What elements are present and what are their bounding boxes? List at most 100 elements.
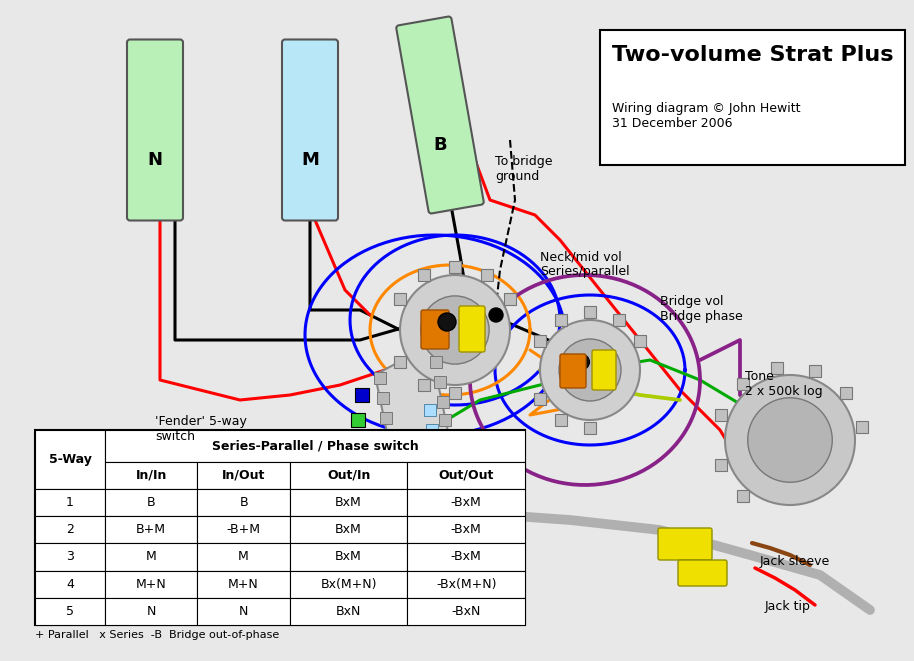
Bar [197,570,290,598]
Circle shape [748,398,833,483]
Bar [716,409,728,421]
Text: + Parallel   x Series  -B  Bridge out-of-phase: + Parallel x Series -B Bridge out-of-pha… [35,630,280,640]
Bar [408,598,525,625]
Bar [290,598,408,625]
Text: M: M [146,551,156,563]
Text: In/Out: In/Out [222,469,265,482]
Bar [290,543,408,570]
Text: M: M [239,551,249,563]
FancyBboxPatch shape [678,560,727,586]
Bar [355,388,369,402]
Text: BxM: BxM [335,496,362,509]
Bar [555,414,567,426]
Bar [197,543,290,570]
Bar [408,543,525,570]
Bar [634,335,646,347]
Bar [197,489,290,516]
Text: 5: 5 [66,605,74,618]
Bar [443,454,455,466]
Text: Bx(M+N): Bx(M+N) [320,578,377,591]
Bar [424,404,436,416]
Text: 1: 1 [66,496,74,509]
Text: Wiring diagram © John Hewitt
31 December 2006: Wiring diagram © John Hewitt 31 December… [612,102,801,130]
Text: N: N [239,605,249,618]
Text: M+N: M+N [136,578,166,591]
Text: 4: 4 [66,578,74,591]
Text: 2: 2 [66,524,74,536]
Bar [600,30,905,165]
Circle shape [575,354,590,369]
Bar [35,570,105,598]
Text: 3: 3 [66,551,74,563]
FancyBboxPatch shape [592,350,616,390]
Bar [395,293,407,305]
Text: M+N: M+N [228,578,259,591]
Bar [290,489,408,516]
Bar [377,392,389,404]
Bar [408,462,525,489]
Text: BxM: BxM [335,551,362,563]
Bar [613,314,625,326]
FancyBboxPatch shape [127,40,183,221]
Text: -BxM: -BxM [451,524,482,536]
Text: B: B [147,496,155,509]
Bar [35,543,105,570]
Bar [434,376,446,388]
Circle shape [489,308,503,322]
Text: -BxM: -BxM [451,496,482,509]
Polygon shape [375,345,455,495]
Circle shape [559,339,621,401]
Text: -B+M: -B+M [227,524,260,536]
Bar [584,422,596,434]
FancyBboxPatch shape [658,528,712,560]
Text: Jack tip: Jack tip [765,600,811,613]
Text: Tone
2 x 500k log: Tone 2 x 500k log [745,370,823,398]
Bar [428,444,440,456]
Text: Neck/mid vol
Series/parallel: Neck/mid vol Series/parallel [540,250,630,278]
Bar [737,378,749,390]
Bar [105,570,197,598]
Bar [35,489,105,516]
Text: Two-volume Strat Plus: Two-volume Strat Plus [612,45,894,65]
Text: Out/Out: Out/Out [439,469,494,482]
Bar [430,356,442,368]
Text: N: N [147,151,163,169]
Bar [389,472,401,484]
Text: To bridge
ground: To bridge ground [495,155,552,183]
Circle shape [400,275,510,385]
Bar [347,441,361,455]
Bar [105,489,197,516]
Text: BxM: BxM [335,524,362,536]
Bar [35,516,105,543]
Bar [197,516,290,543]
Bar [716,459,728,471]
Bar [441,434,453,446]
Bar [35,430,525,625]
Circle shape [439,314,455,330]
Text: B+M: B+M [136,524,166,536]
Text: -BxM: -BxM [451,551,482,563]
Bar [105,543,197,570]
Bar [439,414,451,426]
FancyBboxPatch shape [397,17,484,214]
Bar [35,598,105,625]
Bar [290,570,408,598]
Bar [856,421,868,434]
Text: -BxN: -BxN [452,605,481,618]
Bar [418,270,430,282]
Bar [351,413,365,427]
Bar [555,314,567,326]
Bar [374,372,386,384]
Text: In/In: In/In [135,469,167,482]
FancyBboxPatch shape [421,310,449,349]
Text: BxN: BxN [336,605,361,618]
Bar [408,516,525,543]
Bar [290,516,408,543]
Bar [449,261,461,273]
Bar [395,356,407,368]
Text: B: B [433,136,447,154]
Bar [197,598,290,625]
Text: M: M [301,151,319,169]
Bar [437,396,449,408]
Text: B: B [239,496,248,509]
